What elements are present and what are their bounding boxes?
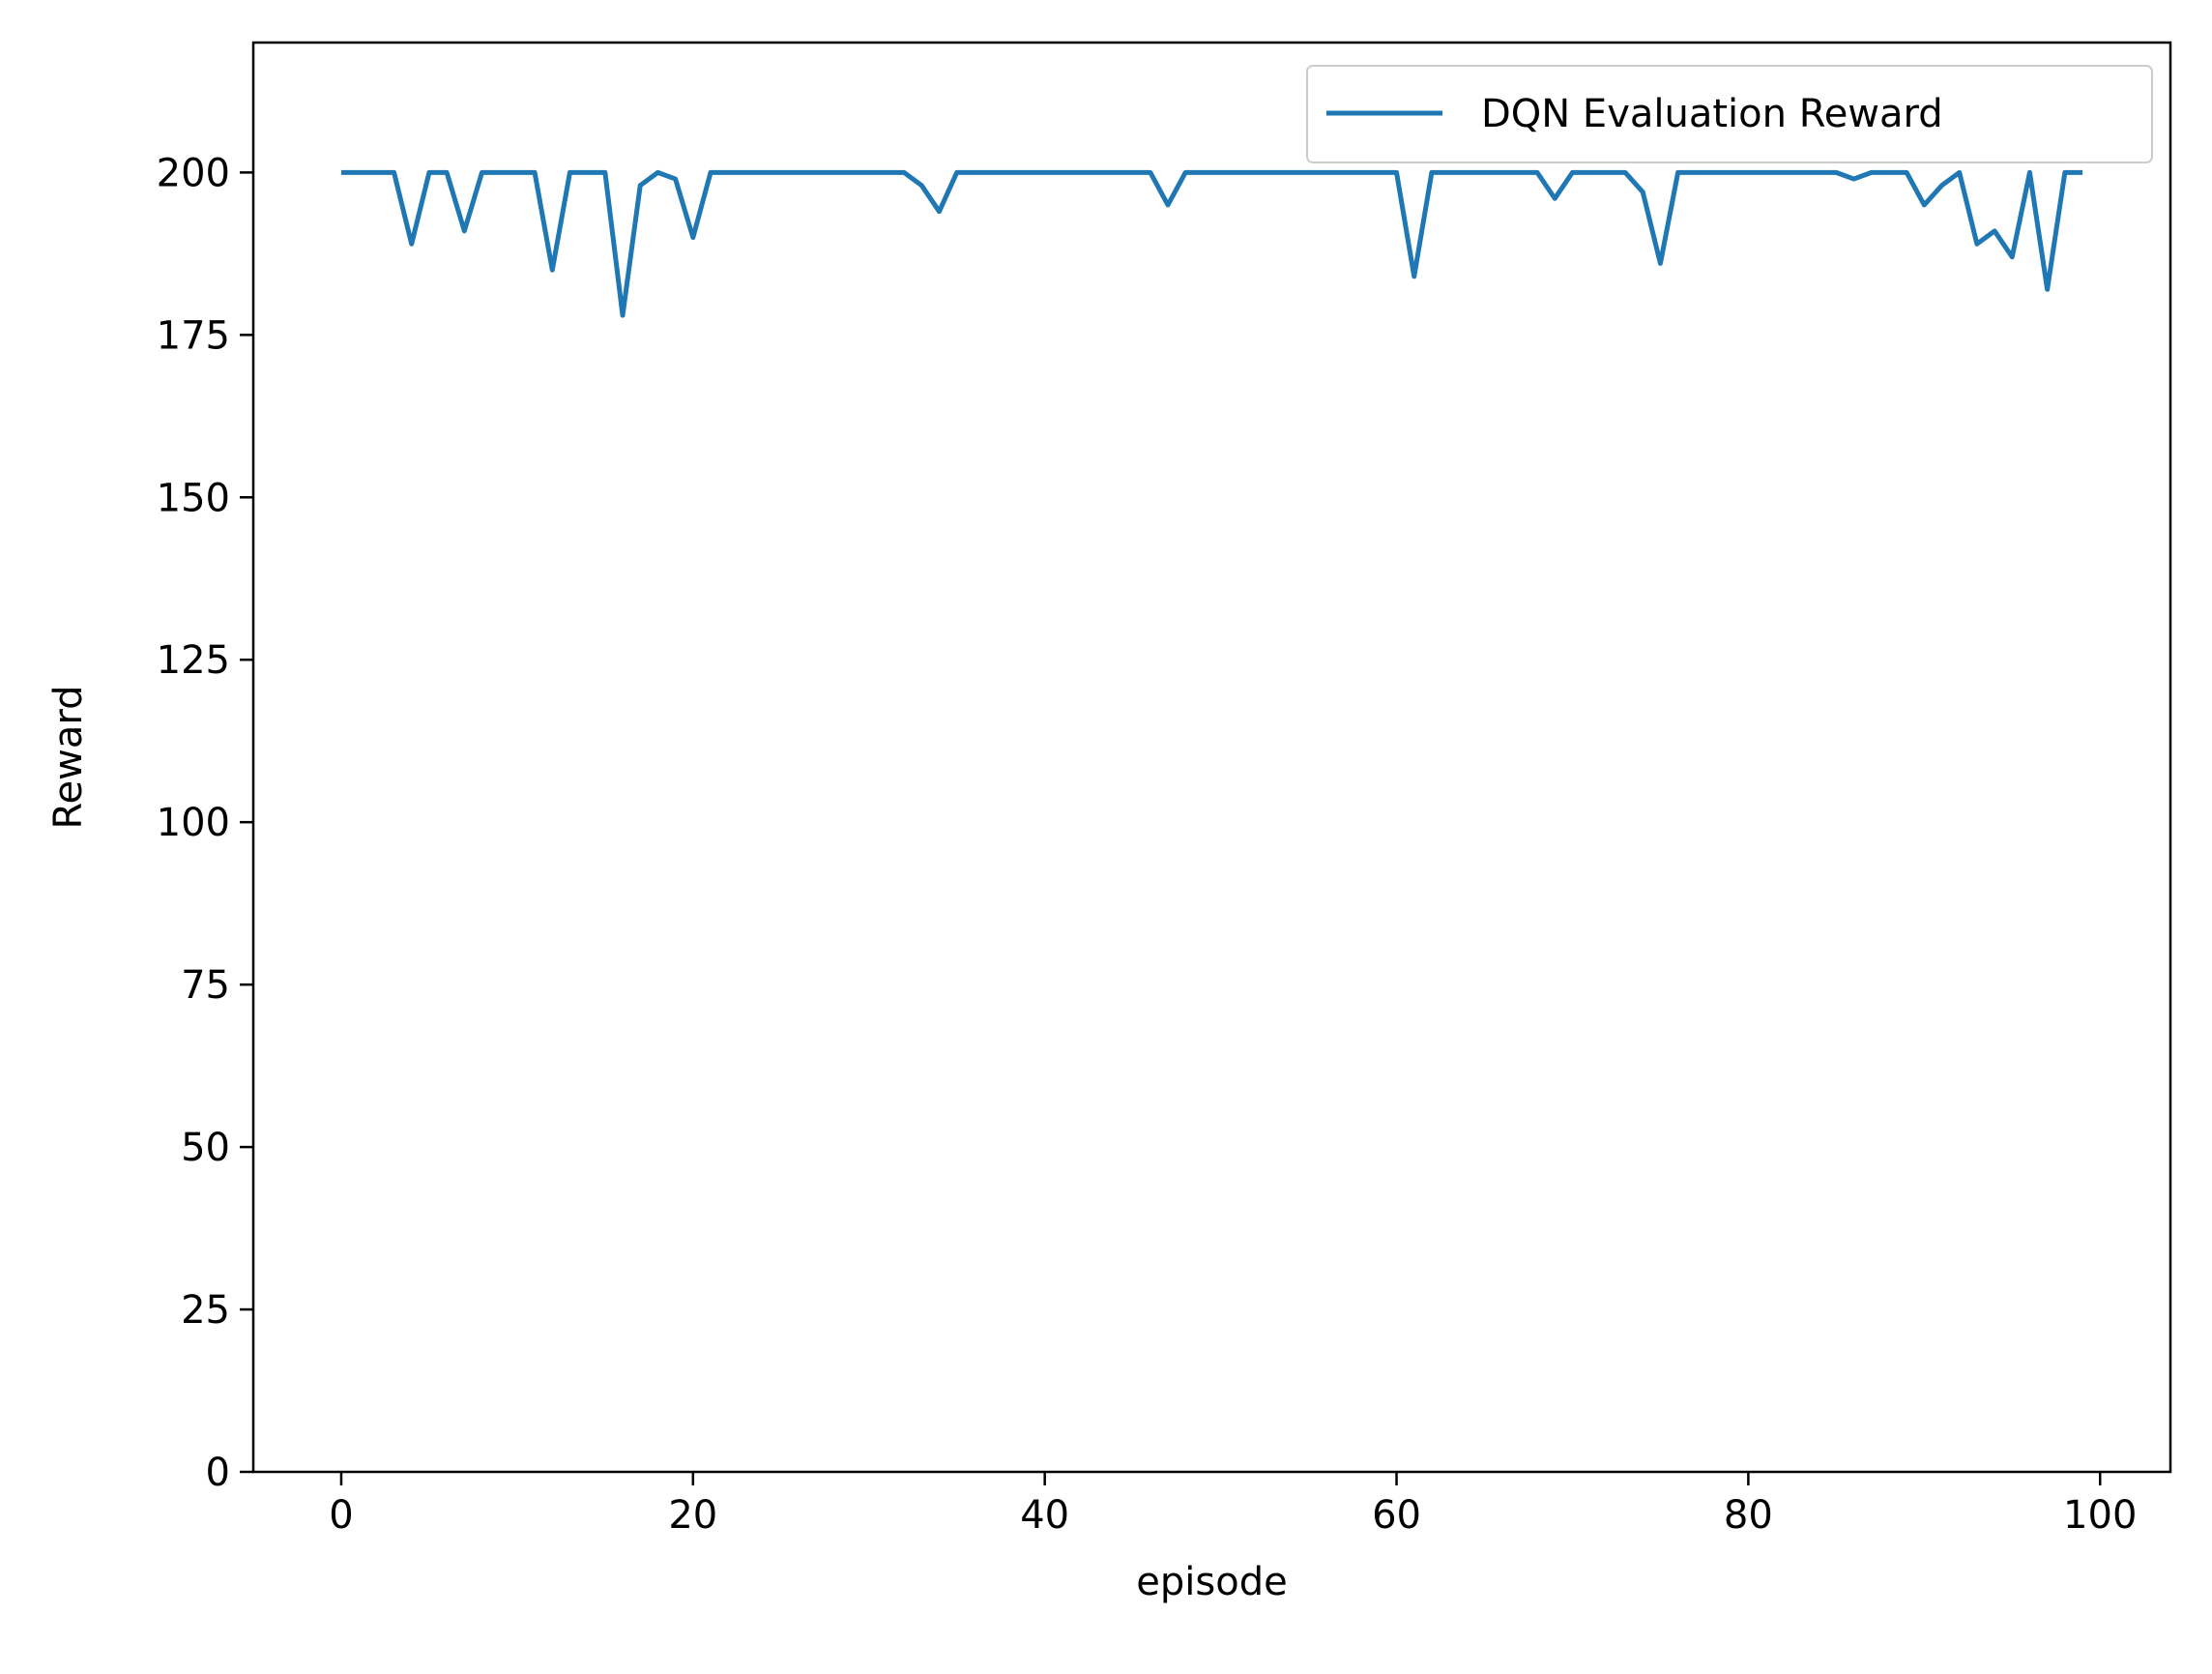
y-tick-label: 125 (157, 638, 230, 683)
y-tick-label: 175 (157, 313, 230, 358)
x-tick-label: 40 (1020, 1493, 1069, 1538)
x-axis-ticks: 0 20 40 60 80 100 (329, 1472, 2137, 1538)
legend: DQN Evaluation Reward (1306, 65, 2153, 163)
y-tick-label: 150 (157, 476, 230, 520)
y-tick-label: 75 (181, 963, 230, 1008)
y-tick-label: 200 (157, 151, 230, 195)
x-tick-label: 0 (329, 1493, 353, 1538)
plot-area (251, 41, 2172, 1474)
y-tick-label: 0 (206, 1451, 230, 1495)
x-tick-label: 100 (2063, 1493, 2137, 1538)
y-axis-label: Reward (46, 686, 91, 830)
y-tick-label: 100 (157, 801, 230, 845)
y-axis-ticks: 0 25 50 75 100 125 150 175 200 (157, 151, 253, 1495)
series-line-0 (340, 169, 2083, 318)
y-tick-label: 25 (181, 1288, 230, 1333)
axes-frame (251, 41, 2172, 1474)
legend-frame (1306, 65, 2153, 163)
legend-label-dqn-evaluation-reward: DQN Evaluation Reward (1481, 92, 1943, 136)
x-tick-label: 20 (668, 1493, 717, 1538)
y-tick-label: 50 (181, 1126, 230, 1170)
x-tick-label: 60 (1372, 1493, 1421, 1538)
x-axis-label: episode (1136, 1560, 1287, 1604)
x-tick-label: 80 (1724, 1493, 1773, 1538)
